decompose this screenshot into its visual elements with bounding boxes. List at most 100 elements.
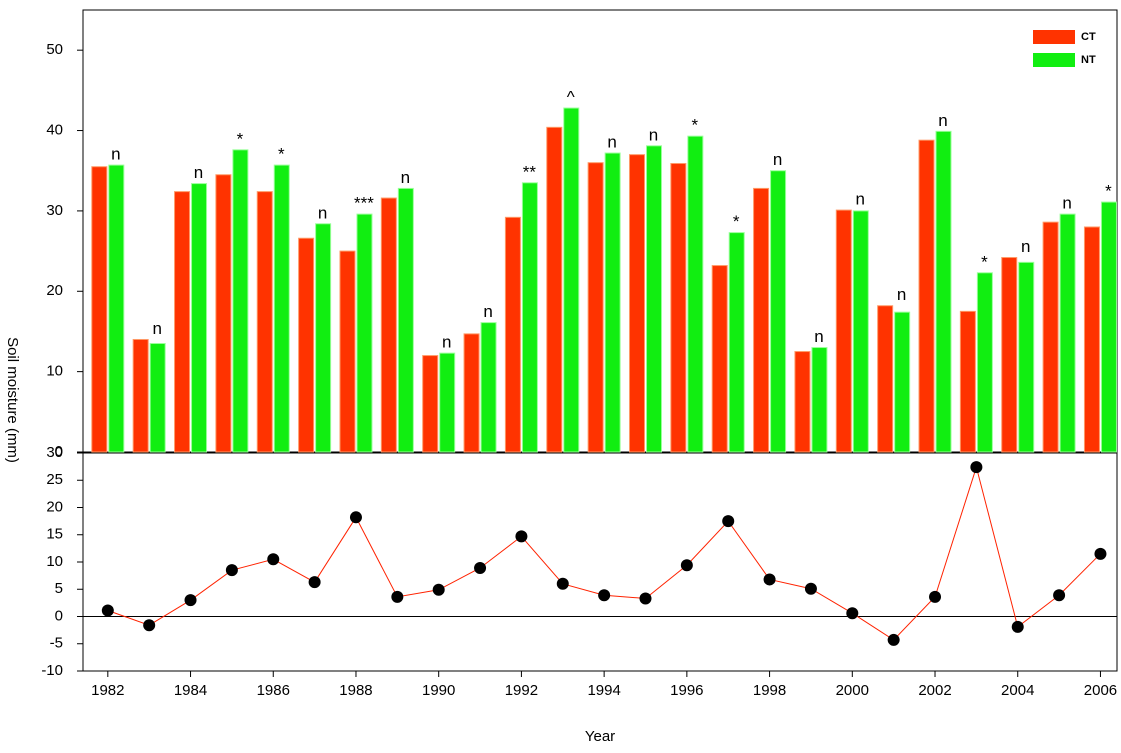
bar [935, 130, 952, 453]
significance-label: n [111, 145, 120, 164]
significance-label: n [814, 327, 823, 346]
significance-label: * [1105, 182, 1112, 201]
y-tick-label: 10 [46, 363, 63, 380]
bar [422, 355, 439, 453]
significance-label: n [152, 319, 161, 338]
x-tick-label: 1998 [753, 682, 786, 699]
significance-label: * [981, 252, 988, 271]
legend-swatch [1033, 53, 1075, 67]
bar [563, 107, 580, 453]
bar [835, 209, 852, 453]
x-tick-label: 2006 [1084, 682, 1117, 699]
bar [959, 310, 976, 453]
y-tick-label: 40 [46, 122, 63, 139]
y-tick-label: -10 [41, 662, 63, 679]
significance-label: n [483, 302, 492, 321]
bar [463, 333, 480, 453]
bar [770, 170, 787, 453]
significance-label: n [773, 150, 782, 169]
legend-swatch [1033, 30, 1075, 44]
significance-label: n [194, 163, 203, 182]
bar [504, 216, 521, 453]
plot-frame [82, 452, 1118, 672]
y-tick-label: 10 [46, 553, 63, 570]
marker [763, 573, 776, 586]
marker [846, 607, 859, 620]
bar [356, 213, 373, 453]
marker [1053, 589, 1066, 602]
marker [1011, 620, 1024, 633]
marker [722, 515, 735, 528]
bar [298, 237, 315, 453]
bar [1100, 201, 1117, 453]
significance-label: n [897, 285, 906, 304]
bar [728, 232, 745, 453]
significance-label: * [237, 129, 244, 148]
x-tick-label: 2004 [1001, 682, 1034, 699]
bar [380, 197, 397, 453]
bar [149, 343, 166, 453]
bar [587, 162, 604, 453]
y-tick-label: 0 [55, 443, 63, 460]
bar [521, 182, 538, 453]
y-axis-label: Soil moisture (mm) [4, 337, 21, 463]
bar [1083, 226, 1100, 453]
y-tick-label: 30 [46, 444, 63, 461]
marker [143, 619, 156, 632]
x-tick-label: 2000 [836, 682, 869, 699]
marker [225, 564, 238, 577]
bar [811, 347, 828, 453]
marker [1094, 547, 1107, 560]
significance-label: n [401, 168, 410, 187]
bar [711, 265, 728, 453]
bar [1059, 213, 1076, 453]
significance-label: * [278, 145, 285, 164]
significance-label: *** [354, 194, 374, 213]
bar [877, 305, 894, 453]
bar [108, 164, 125, 453]
significance-label: * [733, 212, 740, 231]
significance-label: n [607, 133, 616, 152]
line [107, 465, 1101, 641]
bar [132, 338, 149, 453]
bar [232, 149, 249, 453]
significance-label: ^ [567, 88, 575, 107]
significance-label: n [1062, 194, 1071, 213]
bar [753, 187, 770, 453]
x-tick-label: 1988 [339, 682, 372, 699]
marker [598, 589, 611, 602]
bar [191, 183, 208, 453]
bar [397, 187, 414, 453]
bar [480, 322, 497, 453]
bar [439, 352, 456, 453]
y-tick-label: 15 [46, 526, 63, 543]
bar [1018, 261, 1035, 453]
y-tick-label: 25 [46, 471, 63, 488]
legend-label: NT [1081, 54, 1096, 66]
bar [174, 191, 191, 453]
bar [1001, 257, 1018, 453]
bar [91, 166, 108, 453]
bar [852, 210, 869, 453]
significance-label: * [692, 116, 699, 135]
marker [804, 582, 817, 595]
y-tick-label: 20 [46, 498, 63, 515]
significance-label: ** [523, 162, 537, 181]
marker [267, 553, 280, 566]
legend-label: CT [1081, 31, 1096, 43]
x-tick-label: 1990 [422, 682, 455, 699]
marker [929, 590, 942, 603]
bar [546, 126, 563, 453]
marker [639, 592, 652, 605]
y-tick-label: 50 [46, 41, 63, 58]
bar [256, 191, 273, 453]
x-tick-label: 2002 [918, 682, 951, 699]
bar [918, 139, 935, 453]
y-tick-label: 30 [46, 202, 63, 219]
x-tick-label: 1986 [257, 682, 290, 699]
marker [970, 461, 983, 474]
y-tick-label: 20 [46, 282, 63, 299]
marker [556, 577, 569, 590]
